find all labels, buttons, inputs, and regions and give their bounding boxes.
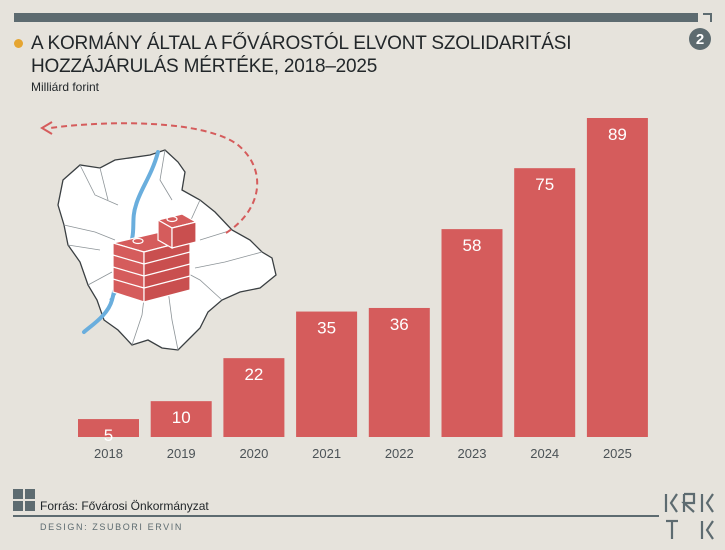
krtk-logo-icon — [664, 492, 714, 540]
bottom-rule — [13, 515, 659, 517]
bars-group — [78, 118, 648, 437]
outflow-arrow-icon — [40, 121, 259, 234]
bar-labels-group: 5 10 22 35 36 58 75 89 — [104, 125, 627, 445]
x-tick-label-2024: 2024 — [530, 446, 559, 461]
x-tick-labels-group: 2018 2019 2020 2021 2022 2023 2024 2025 — [94, 446, 632, 461]
top-frame-bar — [14, 13, 698, 22]
x-tick-label-2021: 2021 — [312, 446, 341, 461]
x-tick-label-2022: 2022 — [385, 446, 414, 461]
source-grid-icon — [13, 489, 35, 511]
x-tick-label-2018: 2018 — [94, 446, 123, 461]
bar-2023 — [441, 229, 503, 437]
bar-value-label-2019: 10 — [172, 408, 191, 427]
chart-title: A KORMÁNY ÁLTAL A FŐVÁROSTÓL ELVONT SZOL… — [31, 33, 572, 77]
bar-2019 — [150, 401, 212, 437]
bar-value-label-2018: 5 — [104, 426, 113, 445]
bar-value-label-2022: 36 — [390, 315, 409, 334]
corner-frame — [703, 13, 712, 22]
bar-value-label-2024: 75 — [535, 175, 554, 194]
title-bullet-icon — [14, 39, 23, 48]
bar-2018 — [78, 419, 139, 437]
bar-2025 — [586, 118, 648, 437]
bar-value-label-2021: 35 — [317, 319, 336, 338]
bar-2024 — [514, 168, 576, 437]
x-tick-label-2020: 2020 — [239, 446, 268, 461]
chart-unit-label: Milliárd forint — [31, 80, 100, 94]
x-tick-label-2025: 2025 — [603, 446, 632, 461]
design-credit: DESIGN: ZSUBORI ERVIN — [40, 522, 183, 532]
bar-value-label-2020: 22 — [244, 365, 263, 384]
page-number-badge: 2 — [689, 28, 711, 50]
bar-2020 — [223, 358, 285, 437]
bar-2022 — [368, 307, 430, 437]
budapest-map-icon — [57, 149, 277, 351]
bar-2021 — [296, 311, 358, 437]
source-note: Forrás: Fővárosi Önkormányzat — [40, 499, 209, 513]
bar-value-label-2023: 58 — [463, 236, 482, 255]
bar-value-label-2025: 89 — [608, 125, 627, 144]
x-tick-label-2019: 2019 — [167, 446, 196, 461]
x-tick-label-2023: 2023 — [458, 446, 487, 461]
